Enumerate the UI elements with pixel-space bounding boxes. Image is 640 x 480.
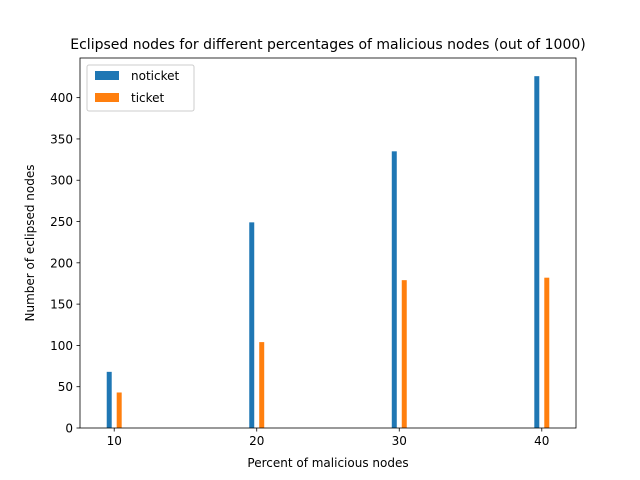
y-tick-label: 350 xyxy=(50,132,73,146)
y-tick-label: 250 xyxy=(50,215,73,229)
legend: noticket ticket xyxy=(86,64,195,112)
x-axis-ticks: 10 20 30 40 xyxy=(107,428,549,448)
bar-ticket-40 xyxy=(544,277,550,428)
y-tick-label: 150 xyxy=(50,298,73,312)
bar-noticket-30 xyxy=(391,151,397,428)
bar-ticket-20 xyxy=(259,342,265,428)
y-tick-label: 400 xyxy=(50,91,73,105)
bar-ticket-30 xyxy=(401,280,407,428)
y-tick-label: 300 xyxy=(50,174,73,188)
bar-noticket-20 xyxy=(249,222,255,428)
y-tick-label: 100 xyxy=(50,339,73,353)
x-tick-label: 30 xyxy=(392,434,407,448)
x-axis-label: Percent of malicious nodes xyxy=(247,456,408,470)
legend-label-ticket: ticket xyxy=(131,91,165,105)
x-tick-label: 20 xyxy=(249,434,264,448)
x-tick-label: 40 xyxy=(534,434,549,448)
y-tick-label: 0 xyxy=(65,422,73,436)
chart-title: Eclipsed nodes for different percentages… xyxy=(70,37,585,53)
legend-swatch-ticket xyxy=(95,93,119,102)
y-tick-label: 50 xyxy=(58,380,73,394)
bar-noticket-40 xyxy=(534,76,540,428)
y-axis-ticks: 0 50 100 150 200 250 300 350 400 xyxy=(50,91,80,436)
y-tick-label: 200 xyxy=(50,256,73,270)
plot-frame xyxy=(79,57,577,429)
bars-group xyxy=(106,76,550,428)
bar-ticket-10 xyxy=(116,392,122,428)
bar-noticket-10 xyxy=(106,371,112,428)
x-tick-label: 10 xyxy=(107,434,122,448)
y-axis-label: Number of eclipsed nodes xyxy=(23,165,37,322)
legend-label-noticket: noticket xyxy=(131,69,179,83)
legend-swatch-noticket xyxy=(95,71,119,80)
